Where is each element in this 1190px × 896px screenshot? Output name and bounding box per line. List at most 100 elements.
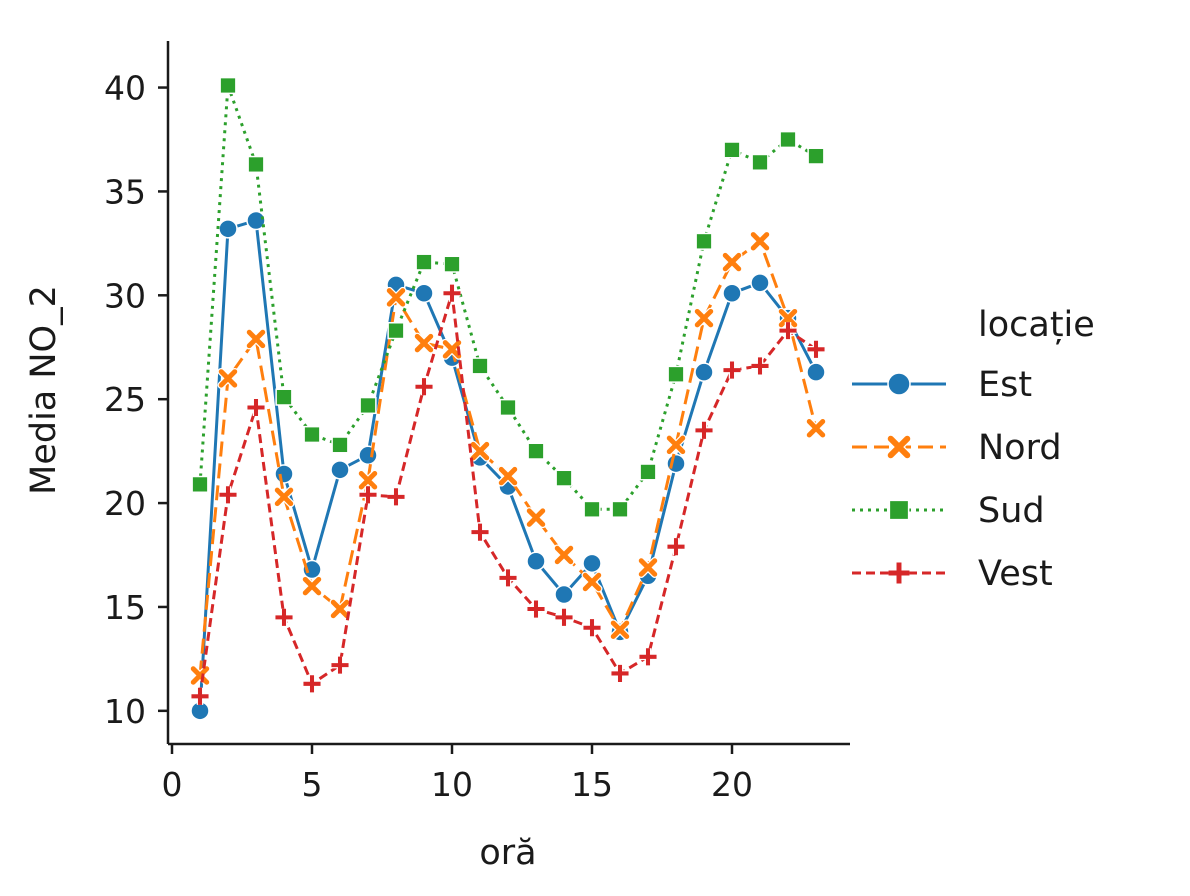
data-point-nord bbox=[217, 367, 239, 389]
legend-item-nord: Nord bbox=[852, 428, 1062, 468]
data-point-sud bbox=[191, 475, 209, 494]
data-point-est bbox=[218, 219, 238, 239]
data-point-est bbox=[694, 362, 714, 382]
legend-label: Est bbox=[978, 365, 1032, 405]
data-point-est bbox=[722, 283, 742, 303]
data-point-vest bbox=[751, 357, 769, 375]
y-tick-label: 15 bbox=[104, 588, 146, 627]
data-point-sud bbox=[583, 500, 601, 518]
legend-label: Sud bbox=[978, 491, 1045, 531]
data-point-sud bbox=[387, 322, 405, 340]
data-point-est bbox=[330, 460, 350, 480]
data-point-vest bbox=[247, 398, 265, 417]
legend-item-vest: Vest bbox=[852, 554, 1053, 594]
data-point-nord bbox=[581, 571, 603, 593]
x-tick-label: 0 bbox=[162, 765, 183, 804]
data-point-est bbox=[666, 453, 686, 474]
data-point-est bbox=[526, 551, 546, 571]
data-point-nord bbox=[357, 469, 379, 491]
data-point-vest bbox=[303, 675, 321, 693]
data-point-vest bbox=[779, 322, 797, 340]
legend-marker bbox=[887, 372, 911, 396]
data-point-sud bbox=[639, 463, 657, 481]
legend-label: Vest bbox=[978, 554, 1053, 594]
data-point-sud bbox=[359, 396, 377, 415]
data-point-est bbox=[414, 283, 434, 303]
y-axis-title: Media NO_2 bbox=[24, 285, 64, 495]
data-point-vest bbox=[667, 538, 685, 556]
data-point-nord bbox=[301, 575, 323, 597]
data-point-sud bbox=[779, 130, 797, 149]
series-est bbox=[190, 210, 826, 721]
data-point-sud bbox=[807, 147, 825, 165]
data-point-nord bbox=[805, 417, 827, 439]
data-point-nord bbox=[329, 598, 351, 620]
data-point-nord bbox=[413, 332, 435, 354]
legend-marker bbox=[888, 499, 910, 521]
data-point-vest bbox=[499, 569, 517, 587]
data-point-sud bbox=[247, 155, 265, 174]
series-sud bbox=[191, 76, 825, 518]
data-point-vest bbox=[807, 340, 825, 358]
data-point-vest bbox=[219, 486, 237, 504]
series-line-sud bbox=[198, 84, 817, 511]
data-point-sud bbox=[695, 232, 713, 250]
data-point-vest bbox=[639, 648, 657, 666]
data-point-vest bbox=[387, 488, 405, 506]
data-point-vest bbox=[555, 608, 573, 626]
x-tick-label: 20 bbox=[711, 765, 753, 804]
data-point-nord bbox=[609, 619, 631, 641]
data-point-nord bbox=[497, 465, 519, 487]
data-point-vest bbox=[723, 361, 741, 379]
x-tick-label: 10 bbox=[431, 765, 473, 804]
legend-title: locație bbox=[978, 305, 1095, 345]
data-point-nord bbox=[693, 307, 715, 329]
legend-label: Nord bbox=[978, 428, 1062, 468]
data-point-sud bbox=[275, 388, 293, 406]
data-point-est bbox=[302, 559, 322, 580]
data-point-sud bbox=[415, 253, 433, 271]
data-point-nord bbox=[441, 338, 463, 360]
x-tick-label: 5 bbox=[302, 765, 323, 804]
data-point-nord bbox=[469, 440, 491, 462]
legend-marker bbox=[888, 562, 910, 584]
series-vest bbox=[191, 284, 825, 705]
x-ticks: 0 5 10 15 20 bbox=[162, 744, 753, 804]
data-point-nord bbox=[189, 665, 211, 686]
data-point-vest bbox=[275, 608, 293, 626]
data-point-nord bbox=[777, 307, 799, 329]
data-point-nord bbox=[665, 434, 687, 456]
data-point-sud bbox=[499, 398, 517, 417]
y-tick-label: 25 bbox=[104, 380, 146, 419]
data-point-nord bbox=[273, 486, 295, 508]
data-point-vest bbox=[415, 378, 433, 396]
data-point-nord bbox=[637, 557, 659, 578]
legend-marker bbox=[886, 434, 912, 460]
data-point-sud bbox=[667, 365, 685, 383]
y-tick-label: 40 bbox=[104, 69, 146, 108]
y-tick-label: 35 bbox=[104, 172, 146, 211]
data-point-sud bbox=[611, 500, 629, 518]
axes bbox=[166, 41, 850, 746]
data-point-sud bbox=[331, 436, 349, 454]
data-point-nord bbox=[525, 507, 547, 529]
data-point-est bbox=[246, 210, 266, 231]
data-point-est bbox=[554, 584, 574, 605]
legend: locație Est Nord Sud Vest bbox=[852, 305, 1095, 594]
data-point-vest bbox=[527, 600, 545, 618]
data-point-est bbox=[274, 464, 294, 484]
data-point-est bbox=[358, 445, 378, 466]
data-point-sud bbox=[723, 141, 741, 159]
data-point-nord bbox=[749, 230, 771, 252]
y-tick-label: 10 bbox=[104, 692, 146, 731]
data-point-est bbox=[806, 362, 826, 382]
data-point-vest bbox=[471, 523, 489, 541]
legend-item-est: Est bbox=[852, 365, 1032, 405]
y-tick-label: 20 bbox=[104, 484, 146, 523]
data-point-nord bbox=[385, 286, 407, 308]
data-point-vest bbox=[611, 664, 629, 682]
data-point-nord bbox=[245, 328, 267, 350]
data-point-est bbox=[582, 553, 602, 574]
data-point-vest bbox=[695, 421, 713, 439]
x-tick-label: 15 bbox=[571, 765, 613, 804]
